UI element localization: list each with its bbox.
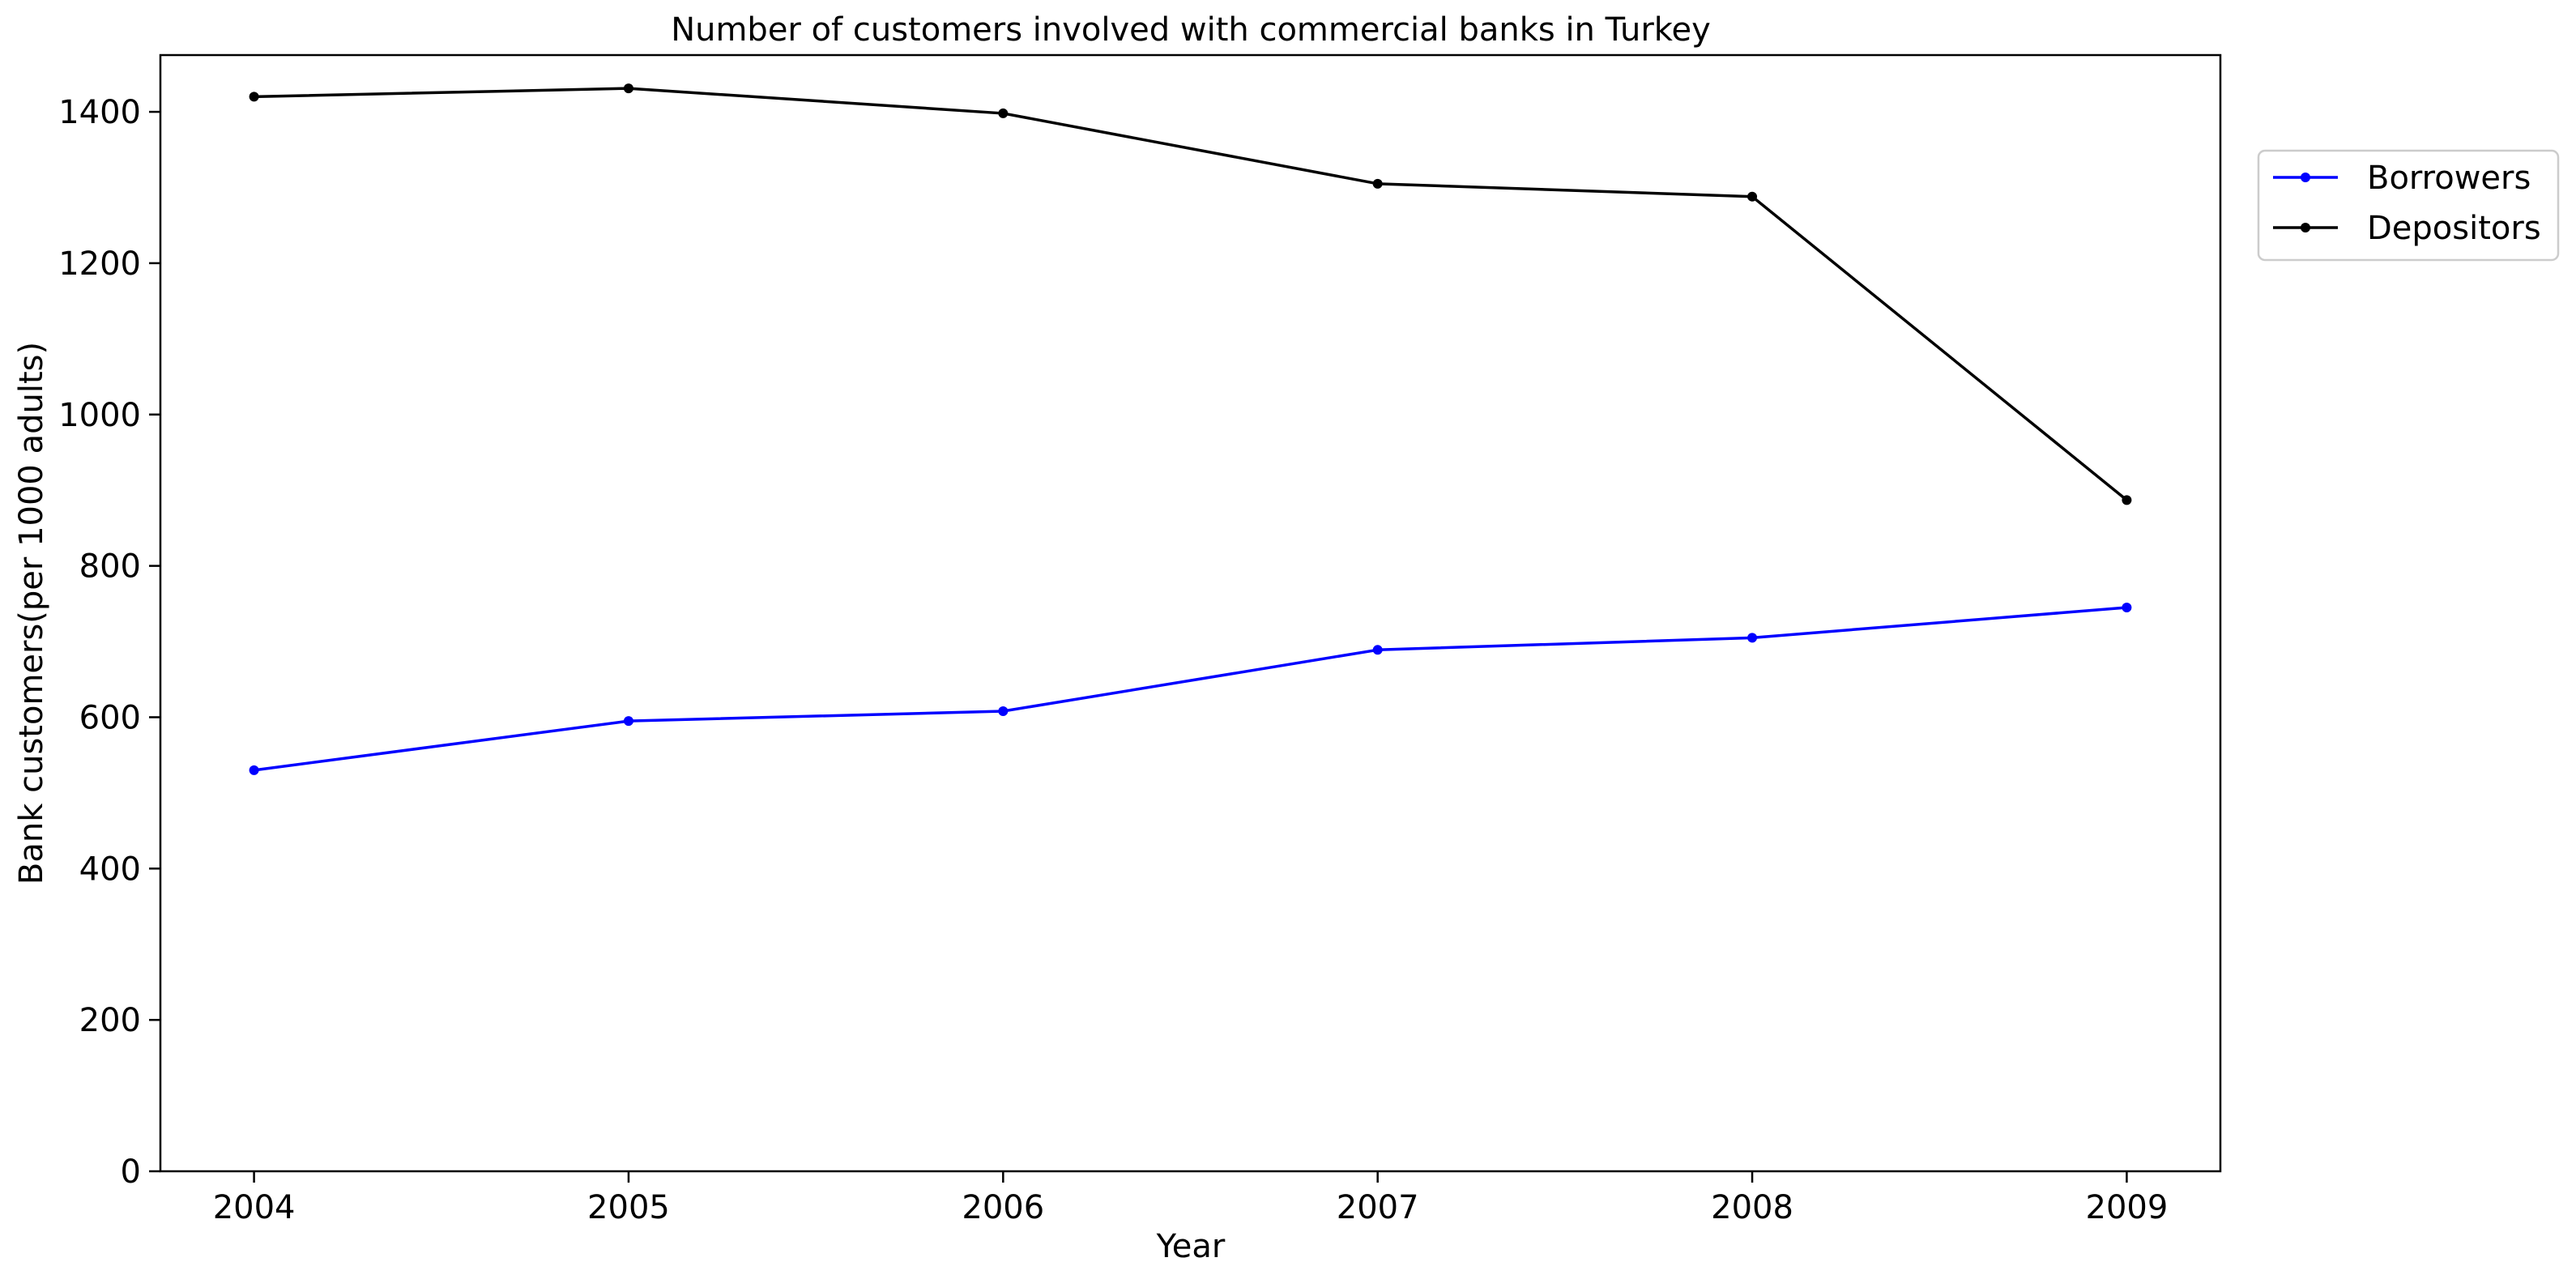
y-tick-label: 1400: [58, 94, 141, 131]
data-point-depositors: [998, 108, 1009, 118]
y-tick-label: 200: [79, 1002, 141, 1039]
x-tick-label: 2007: [1337, 1189, 1419, 1226]
y-axis-title: Bank customers(per 1000 adults): [13, 342, 50, 885]
plot-area-frame: [159, 53, 2222, 1173]
series-borrowers: [249, 602, 2132, 775]
data-point-borrowers: [1372, 645, 1383, 655]
legend-marker-borrowers: [2301, 173, 2310, 182]
legend-label-borrowers: Borrowers: [2367, 160, 2531, 197]
data-point-borrowers: [998, 706, 1009, 716]
data-point-borrowers: [623, 716, 633, 727]
chart-title: Number of customers involved with commer…: [671, 11, 1711, 49]
x-tick-label: 2005: [587, 1189, 670, 1226]
legend-item-borrowers: Borrowers: [2273, 160, 2531, 197]
series-depositors: [249, 83, 2132, 505]
x-tick-label: 2009: [2086, 1189, 2169, 1226]
y-axis: 0 200 400 600 800 1000 1200 1400: [58, 94, 160, 1191]
x-tick-label: 2008: [1711, 1189, 1793, 1226]
series-line-depositors: [254, 87, 2128, 501]
data-point-borrowers: [1747, 633, 1758, 643]
series-layer: [249, 83, 2132, 775]
series-line-borrowers: [254, 606, 2127, 772]
y-tick-label: 600: [79, 699, 141, 736]
x-tick-label: 2006: [962, 1189, 1044, 1226]
legend: Borrowers Depositors: [2257, 149, 2560, 262]
data-point-borrowers: [2122, 602, 2132, 612]
y-tick-label: 0: [121, 1153, 141, 1191]
legend-item-depositors: Depositors: [2273, 210, 2541, 247]
data-point-depositors: [1747, 191, 1758, 202]
x-axis-title: Year: [1156, 1228, 1226, 1265]
x-axis: 2004 2005 2006 2007 2008 2009: [213, 1171, 2169, 1226]
data-point-depositors: [249, 92, 259, 102]
x-tick-label: 2004: [213, 1189, 296, 1226]
data-point-borrowers: [249, 765, 259, 775]
y-tick-label: 400: [79, 851, 141, 888]
data-point-depositors: [623, 83, 633, 94]
data-point-depositors: [1372, 178, 1383, 189]
y-tick-label: 1200: [58, 245, 141, 283]
data-point-depositors: [2122, 495, 2132, 505]
y-tick-label: 1000: [58, 397, 141, 434]
legend-label-depositors: Depositors: [2367, 210, 2541, 247]
y-tick-label: 800: [79, 548, 141, 586]
legend-marker-depositors: [2301, 223, 2310, 232]
